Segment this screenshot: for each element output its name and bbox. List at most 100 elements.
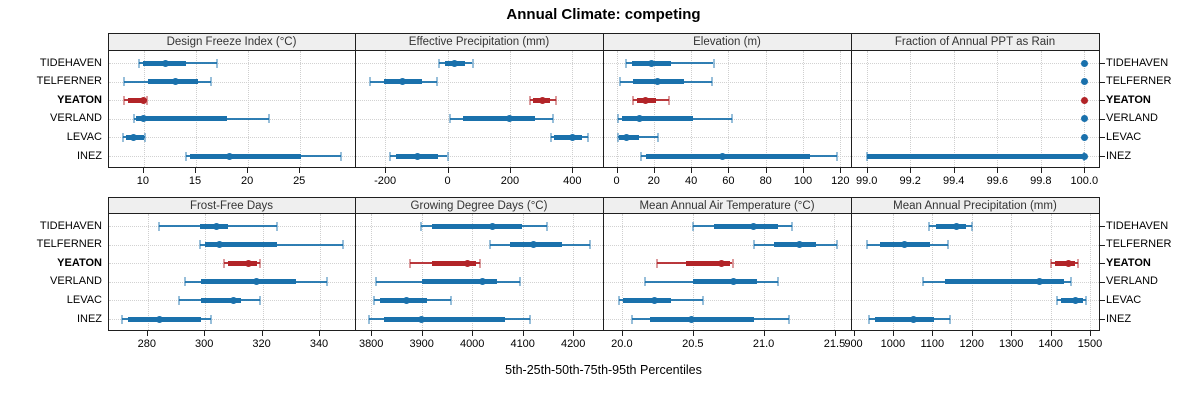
x-axis-tick [319, 331, 320, 336]
interval-25-75 [431, 260, 477, 266]
panel-strip: Mean Annual Air Temperature (°C) [603, 197, 852, 214]
plot-panel [603, 51, 852, 168]
gridline-vertical [522, 214, 524, 330]
median-dot [130, 133, 137, 141]
x-axis-tick-label: 1000 [880, 338, 906, 350]
site-label-left: LEVAC [66, 130, 102, 143]
median-dot [244, 259, 252, 267]
interval-25-75 [646, 153, 811, 159]
interval-cap [586, 132, 589, 142]
gridline-horizontal [355, 300, 603, 302]
panel-strip: Fraction of Annual PPT as Rain [851, 33, 1100, 51]
interval-cap [701, 295, 704, 305]
panel-strip: Effective Precipitation (mm) [355, 33, 604, 51]
x-axis-tick-label: 99.4 [942, 175, 965, 187]
x-axis-tick-label: 280 [137, 338, 156, 350]
plot-panel [603, 214, 852, 331]
median-dot [642, 96, 649, 104]
interval-cap [158, 221, 161, 231]
x-axis-tick [691, 168, 693, 173]
median-dot [1080, 96, 1088, 104]
median-dot [901, 241, 909, 249]
interval-cap [866, 240, 869, 250]
site-label-left: INEZ [76, 312, 102, 325]
x-axis-tick [385, 168, 387, 173]
median-dot [171, 78, 179, 86]
x-axis-tick [204, 331, 206, 336]
median-dot [398, 78, 406, 86]
site-label-left: YEATON [57, 93, 102, 106]
interval-cap [928, 221, 931, 231]
gridline-vertical [1040, 51, 1042, 167]
x-axis-tick-label: 20.5 [682, 338, 704, 350]
interval-cap [731, 258, 734, 268]
interval-25-75 [383, 316, 505, 322]
panel-strip-title: Fraction of Annual PPT as Rain [894, 36, 1056, 48]
interval-25-75 [205, 242, 277, 248]
interval-25-75 [228, 260, 257, 266]
x-axis-tick-label: 300 [195, 338, 214, 350]
interval-cap [921, 277, 924, 287]
gridline-vertical [728, 51, 730, 167]
interval-25-75 [421, 279, 498, 285]
interval-cap [710, 77, 713, 87]
x-axis-tick-label: 10 [136, 175, 150, 187]
y-axis-tick [1099, 63, 1105, 64]
gridline-horizontal [851, 319, 1099, 320]
x-axis-tick-label: 100.0 [1070, 175, 1099, 187]
x-axis-tick [692, 331, 694, 336]
y-axis-tick [1099, 319, 1105, 320]
interval-cap [222, 258, 225, 268]
x-axis-tick-label: 0 [613, 175, 620, 187]
y-axis-tick [1099, 300, 1105, 302]
site-label-left: YEATON [57, 256, 102, 269]
median-dot [403, 296, 410, 304]
gridline-vertical [371, 214, 373, 330]
x-axis-tick [522, 331, 524, 336]
x-axis-tick-label: 60 [722, 175, 735, 187]
interval-cap [656, 258, 659, 268]
gridline-vertical [763, 214, 765, 330]
median-dot [230, 296, 238, 304]
x-axis-tick [573, 331, 575, 336]
x-axis-tick-label: 99.8 [1030, 175, 1052, 187]
plot-panel [355, 51, 604, 168]
gridline-horizontal [851, 100, 1099, 102]
x-axis-tick [371, 331, 373, 336]
interval-cap [132, 114, 135, 124]
gridline-vertical [621, 214, 623, 330]
site-label-right: VERLAND [1106, 112, 1158, 125]
interval-25-75 [135, 116, 228, 122]
interval-cap [389, 151, 392, 161]
panel-strip-title: Mean Annual Precipitation (mm) [893, 199, 1057, 212]
y-axis-tick [1099, 118, 1105, 120]
gridline-vertical [447, 51, 449, 167]
interval-cap [836, 240, 839, 250]
interval-cap [122, 132, 125, 142]
interval-cap [1069, 277, 1072, 287]
x-axis-tick [853, 331, 855, 336]
x-axis-tick [1040, 168, 1042, 173]
x-axis-tick [997, 168, 999, 173]
interval-cap [639, 151, 642, 161]
panel-strip: Frost-Free Days [107, 197, 356, 214]
x-axis-tick-label: 21.5 [823, 338, 846, 350]
x-axis-tick-label: 0 [444, 175, 451, 187]
gridline-vertical [421, 214, 423, 330]
interval-cap [619, 77, 622, 87]
interval-cap [215, 58, 218, 68]
x-axis-tick-label: 3800 [358, 338, 384, 350]
interval-cap [867, 314, 870, 324]
interval-cap [1077, 258, 1080, 268]
interval-cap [375, 277, 378, 287]
site-label-left: TELFERNER [36, 238, 102, 251]
x-axis-tick [142, 168, 144, 173]
x-axis-tick-label: 340 [309, 338, 329, 350]
x-axis-tick [247, 168, 249, 173]
x-axis-tick-label: 1400 [1038, 338, 1063, 350]
site-label-right: TIDEHAVEN [1106, 56, 1169, 69]
x-axis-tick-label: 15 [188, 175, 202, 187]
y-axis-tick [1099, 244, 1105, 246]
interval-cap [519, 277, 522, 287]
interval-cap [528, 95, 531, 105]
